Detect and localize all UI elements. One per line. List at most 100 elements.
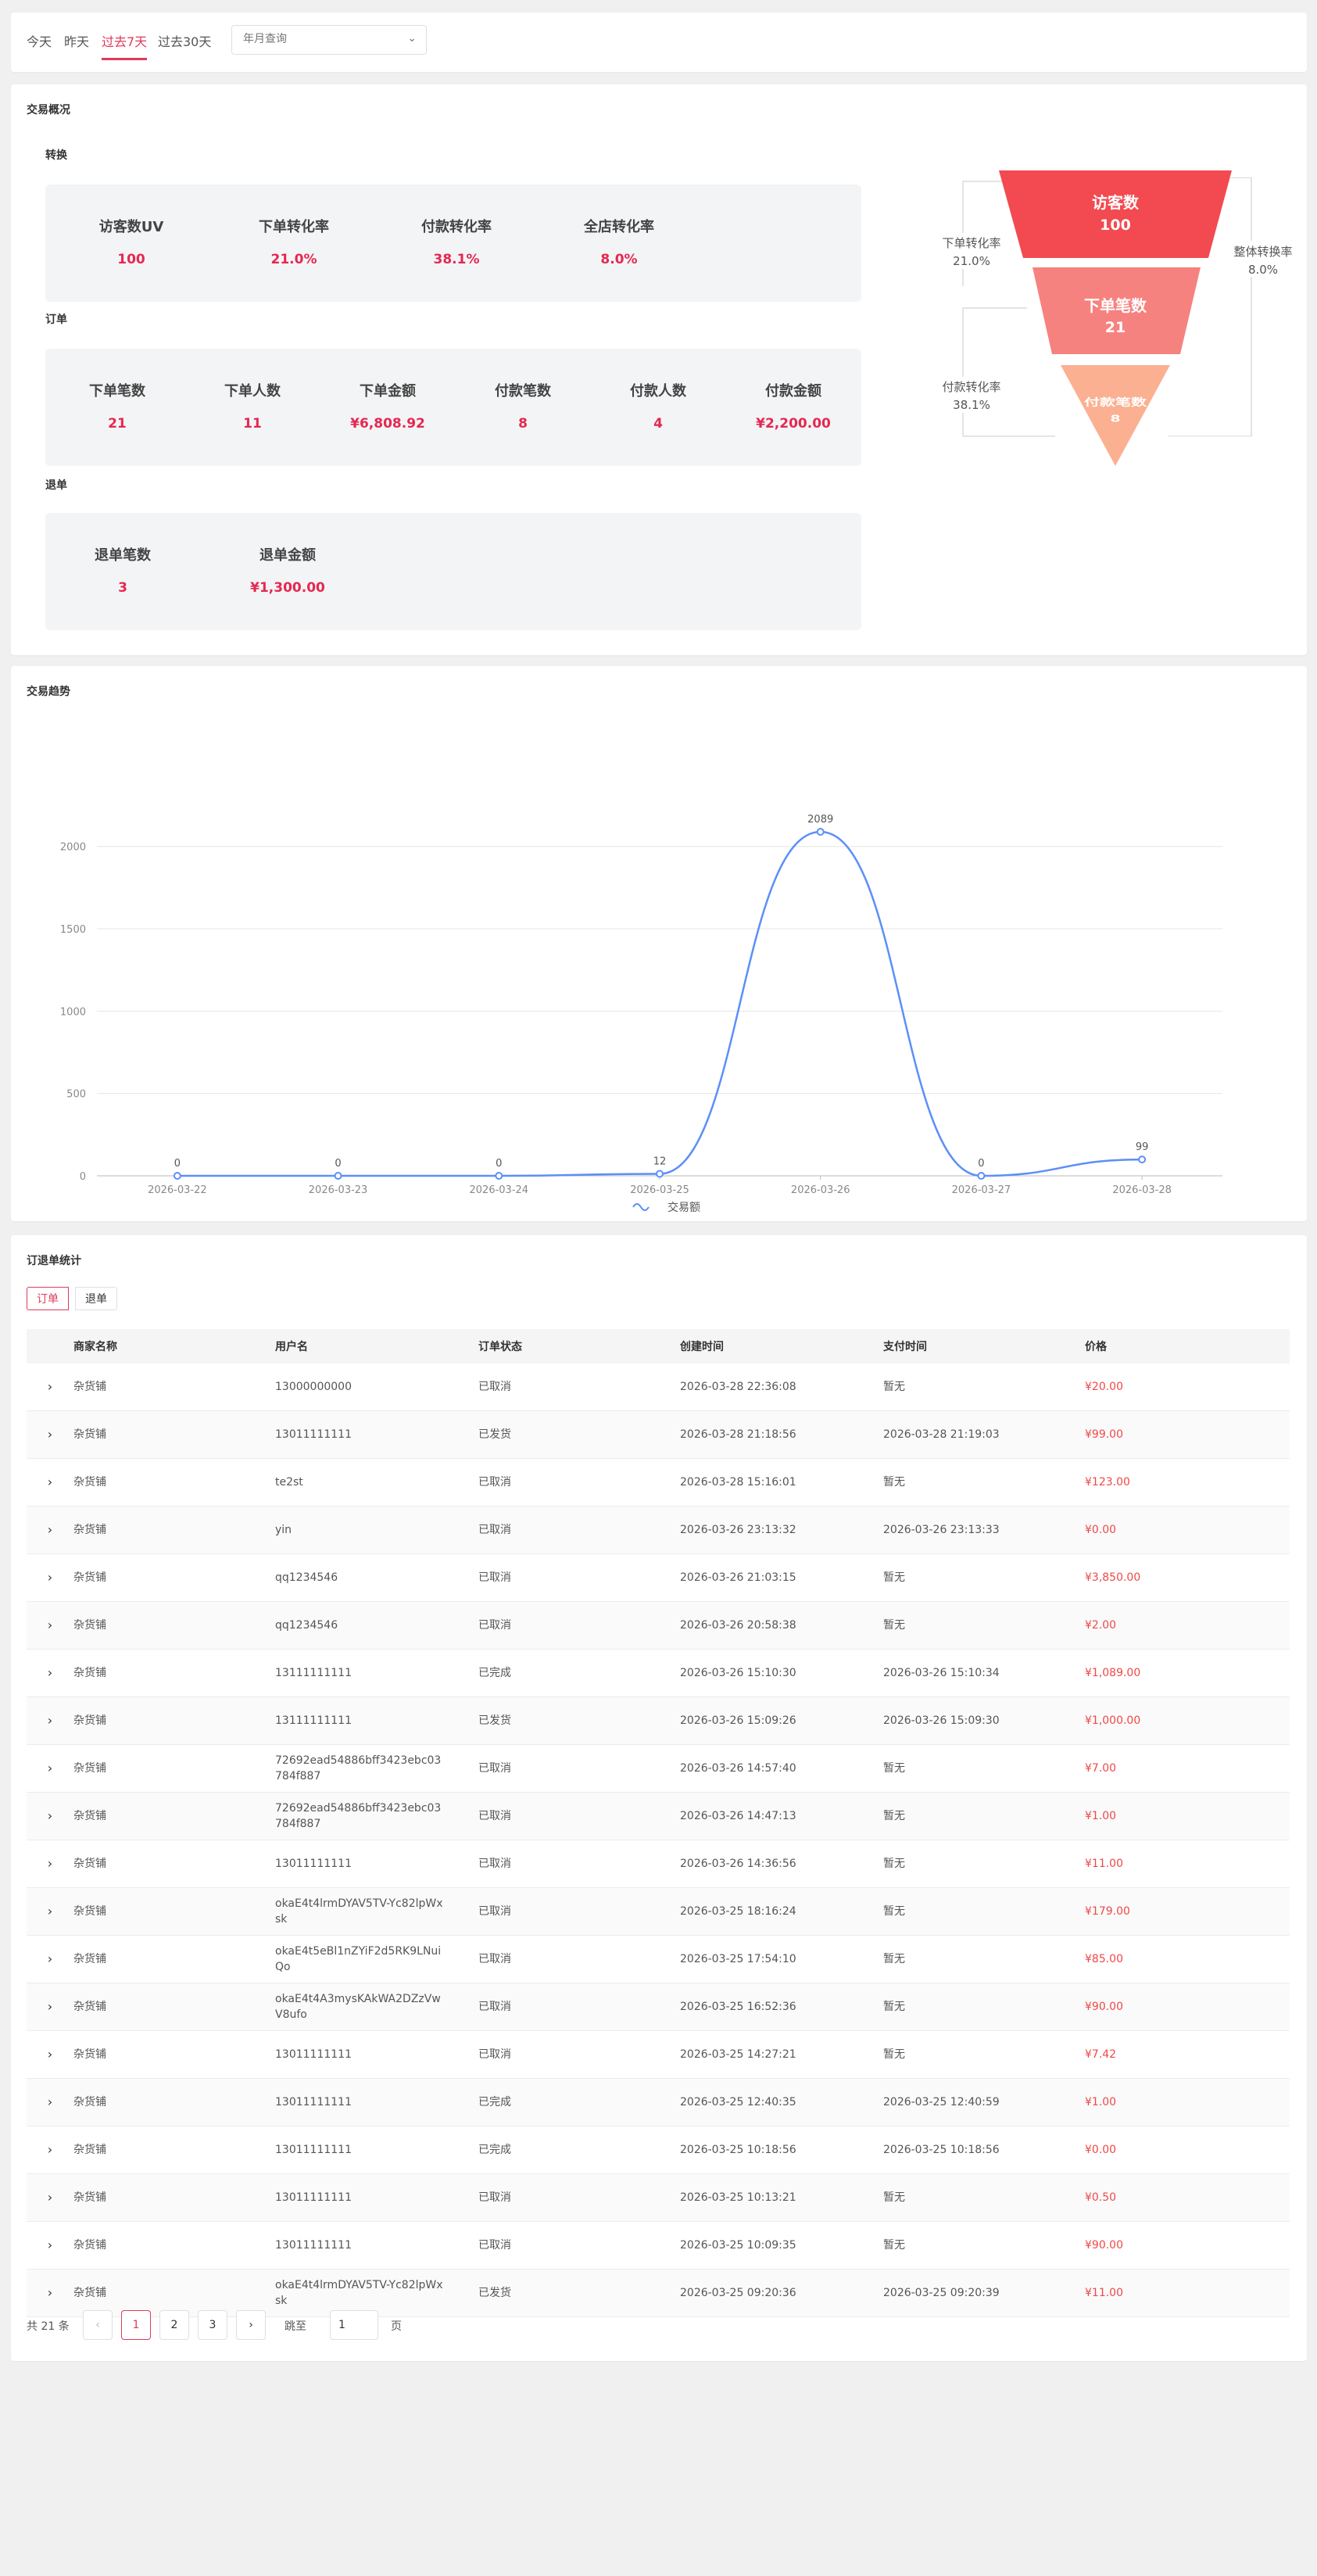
header-status: 订单状态 [478, 1329, 680, 1363]
x-tick-label: 2026-03-26 [791, 1184, 850, 1196]
expand-row-icon[interactable]: › [27, 2030, 73, 2079]
expand-row-icon[interactable]: › [27, 1458, 73, 1507]
username-cell: 13011111111 [275, 2078, 478, 2126]
expand-row-icon[interactable]: › [27, 1410, 73, 1459]
username-cell: 13011111111 [275, 2126, 478, 2174]
data-label: 0 [335, 1158, 341, 1170]
funnel-rate-bg [939, 233, 1004, 269]
expand-row-icon[interactable]: › [27, 1649, 73, 1697]
status-cell: 已取消 [478, 1983, 680, 2031]
created-time-cell: 2026-03-25 17:54:10 [680, 1935, 883, 1983]
price-cell: ¥2.00 [1085, 1601, 1290, 1650]
paid-time-cell: 暂无 [883, 1601, 1085, 1650]
month-select[interactable]: ⌄ [231, 25, 427, 55]
expand-row-icon[interactable]: › [27, 2126, 73, 2174]
tab-yesterday[interactable]: 昨天 [64, 34, 90, 49]
table-row: › 杂货铺 13111111111 已完成 2026-03-26 15:10:30 202… [27, 1649, 1290, 1697]
created-time-cell: 2026-03-26 15:09:26 [680, 1696, 883, 1745]
paid-time-cell: 2026-03-25 09:20:39 [883, 2269, 1085, 2317]
prev-page-button[interactable]: ‹ [83, 2310, 113, 2340]
merchant-cell: 杂货铺 [73, 1983, 275, 2031]
merchant-cell: 杂货铺 [73, 2030, 275, 2079]
expand-row-icon[interactable]: › [27, 1887, 73, 1936]
page-1-button[interactable]: 1 [121, 2310, 151, 2340]
overall-rate-value: 8.0% [1248, 263, 1278, 277]
stat-visitors-uv: 访客数UV 100 [98, 219, 164, 267]
expand-row-icon[interactable]: › [27, 1792, 73, 1840]
username-cell: 72692ead54886bff3423ebc03784f887 [275, 1744, 478, 1793]
expand-row-icon[interactable]: › [27, 1935, 73, 1983]
merchant-cell: 杂货铺 [73, 1840, 275, 1888]
page-2-button[interactable]: 2 [159, 2310, 189, 2340]
merchant-cell: 杂货铺 [73, 1458, 275, 1507]
orders-label: 订单 [45, 313, 67, 326]
stat-order-rate: 下单转化率 21.0% [259, 219, 329, 267]
username-cell: 13011111111 [275, 1840, 478, 1888]
jump-page-input[interactable] [330, 2310, 378, 2340]
created-time-cell: 2026-03-25 14:27:21 [680, 2030, 883, 2079]
expand-row-icon[interactable]: › [27, 2221, 73, 2270]
expand-row-icon[interactable]: › [27, 1744, 73, 1793]
username-cell: 13111111111 [275, 1649, 478, 1697]
expand-row-icon[interactable]: › [27, 1840, 73, 1888]
stat-store-rate: 全店转化率 8.0% [584, 219, 654, 267]
table-row: › 杂货铺 okaE4t5eBl1nZYiF2d5RK9LNuiQo 已取消 2026-… [27, 1935, 1290, 1983]
created-time-cell: 2026-03-25 10:13:21 [680, 2173, 883, 2222]
username-cell: te2st [275, 1458, 478, 1507]
paid-time-cell: 暂无 [883, 1792, 1085, 1840]
status-cell: 已取消 [478, 1506, 680, 1554]
status-cell: 已完成 [478, 1649, 680, 1697]
username-cell: 13011111111 [275, 2030, 478, 2079]
stat-refund-count: 退单笔数 3 [95, 547, 151, 596]
tab-orders[interactable]: 订单 [27, 1287, 69, 1310]
table-row: › 杂货铺 13011111111 已发货 2026-03-28 21:18:56 202… [27, 1410, 1290, 1459]
expand-row-icon[interactable]: › [27, 2078, 73, 2126]
status-cell: 已取消 [478, 2173, 680, 2222]
orders-title: 订退单统计 [27, 1255, 81, 1267]
month-select-input[interactable] [242, 32, 401, 46]
tab-last-7-days[interactable]: 过去7天 [102, 31, 148, 60]
data-point [495, 1172, 503, 1180]
order-rate-value: 21.0% [953, 254, 990, 268]
price-cell: ¥7.00 [1085, 1744, 1290, 1793]
paid-time-cell: 2026-03-28 21:19:03 [883, 1410, 1085, 1459]
expand-row-icon[interactable]: › [27, 1601, 73, 1650]
expand-row-icon[interactable]: › [27, 1553, 73, 1602]
created-time-cell: 2026-03-25 12:40:35 [680, 2078, 883, 2126]
header-merchant: 商家名称 [73, 1329, 275, 1363]
tab-today[interactable]: 今天 [27, 34, 52, 49]
overview-title: 交易概况 [27, 104, 70, 116]
username-cell: okaE4t5eBl1nZYiF2d5RK9LNuiQo [275, 1935, 478, 1983]
status-cell: 已取消 [478, 1935, 680, 1983]
price-cell: ¥11.00 [1085, 1840, 1290, 1888]
expand-row-icon[interactable]: › [27, 1506, 73, 1554]
paid-time-cell: 2026-03-25 12:40:59 [883, 2078, 1085, 2126]
y-tick-label: 2000 [60, 842, 86, 854]
next-page-button[interactable]: › [236, 2310, 266, 2340]
paid-time-cell: 暂无 [883, 1935, 1085, 1983]
x-tick-label: 2026-03-25 [630, 1184, 689, 1196]
page-3-button[interactable]: 3 [198, 2310, 227, 2340]
expand-row-icon[interactable]: › [27, 2269, 73, 2317]
funnel-bracket-overall [1168, 177, 1252, 437]
paid-time-cell: 暂无 [883, 1458, 1085, 1507]
data-point [977, 1172, 986, 1180]
table-row: › 杂货铺 13011111111 已取消 2026-03-25 10:13:21 暂无 ¥… [27, 2173, 1290, 2222]
created-time-cell: 2026-03-25 16:52:36 [680, 1983, 883, 2031]
stat-pay-rate: 付款转化率 38.1% [421, 219, 492, 267]
header-price: 价格 [1085, 1329, 1290, 1363]
conversion-funnel: 访客数 100 下单笔数 21 付款笔数 8 下单转化率 21.0% 付款转化率… [939, 170, 1306, 466]
expand-row-icon[interactable]: › [27, 1696, 73, 1745]
created-time-cell: 2026-03-28 15:16:01 [680, 1458, 883, 1507]
funnel-value-payments: 8 [1110, 413, 1120, 425]
username-cell: 13111111111 [275, 1696, 478, 1745]
expand-row-icon[interactable]: › [27, 1363, 73, 1411]
expand-row-icon[interactable]: › [27, 2173, 73, 2222]
overall-rate-label: 整体转换率 [1233, 245, 1292, 259]
created-time-cell: 2026-03-26 14:57:40 [680, 1744, 883, 1793]
username-cell: okaE4t4lrmDYAV5TV-Yc82lpWxsk [275, 2269, 478, 2317]
tab-last-30-days[interactable]: 过去30天 [158, 34, 212, 49]
tab-refunds[interactable]: 退单 [75, 1287, 117, 1310]
expand-row-icon[interactable]: › [27, 1983, 73, 2031]
x-tick-label: 2026-03-22 [148, 1184, 207, 1196]
